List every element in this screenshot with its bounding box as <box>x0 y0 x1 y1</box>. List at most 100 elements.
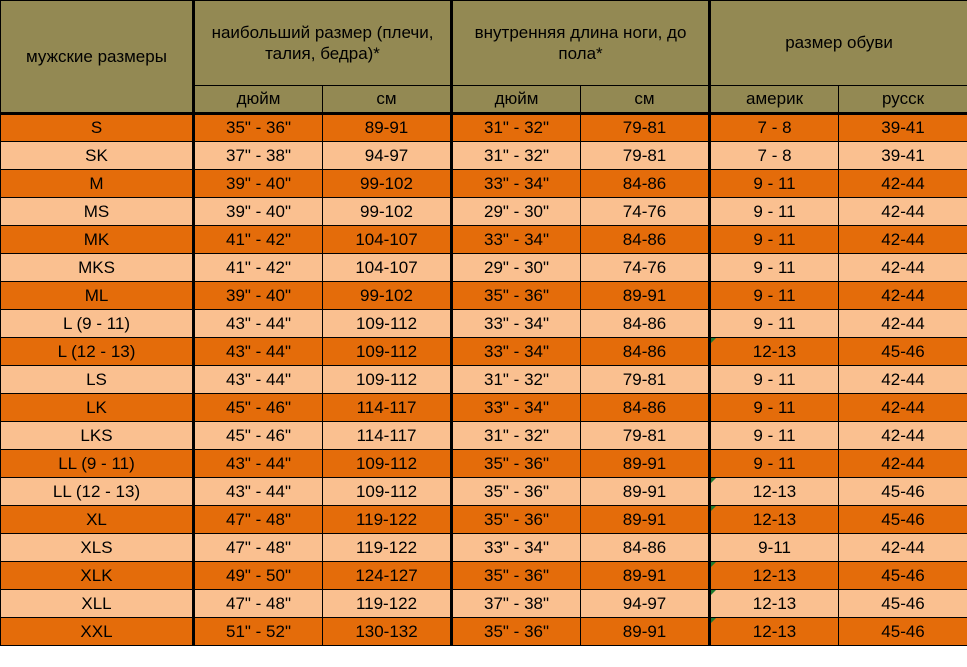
cell-girth-inch: 45" - 46" <box>193 393 323 422</box>
cell-inseam-inch: 33" - 34" <box>451 337 582 366</box>
table-row: MKS 41" - 42" 104-107 29" - 30" 74-76 9 - 11 4… <box>0 253 967 282</box>
cell-size: L (9 - 11) <box>0 309 195 338</box>
cell-girth-cm: 104-107 <box>321 253 454 282</box>
table-row: MK 41" - 42" 104-107 33" - 34" 84-86 9 - 11 42… <box>0 225 967 254</box>
cell-shoe-ru: 39-41 <box>838 113 967 142</box>
cell-inseam-inch: 31" - 32" <box>451 365 582 394</box>
cell-inseam-cm: 89-91 <box>580 477 712 506</box>
cell-inseam-cm: 89-91 <box>580 449 712 478</box>
cell-size: LS <box>0 365 195 394</box>
cell-shoe-ru: 42-44 <box>838 225 967 254</box>
header-girth-cm: см <box>321 85 454 115</box>
cell-shoe-ru: 45-46 <box>838 477 967 506</box>
cell-shoe-ru: 45-46 <box>838 505 967 534</box>
cell-girth-inch: 39" - 40" <box>193 169 323 198</box>
header-inseam: внутренняя длина ноги, до пола* <box>451 0 712 86</box>
table-row: XLS 47" - 48" 119-122 33" - 34" 84-86 9-11 42-… <box>0 533 967 562</box>
table-row: XLK 49" - 50" 124-127 35" - 36" 89-91 12-13 45… <box>0 561 967 590</box>
cell-girth-cm: 119-122 <box>321 533 454 562</box>
cell-inseam-cm: 79-81 <box>580 113 712 142</box>
cell-shoe-us: 9 - 11 <box>709 421 840 450</box>
table-row: LK 45" - 46" 114-117 33" - 34" 84-86 9 - 11 42… <box>0 393 967 422</box>
header-inseam-cm: см <box>580 85 712 115</box>
cell-girth-cm: 109-112 <box>321 449 454 478</box>
table-row: XLL 47" - 48" 119-122 37" - 38" 94-97 12-13 45… <box>0 589 967 618</box>
table-row: ML 39" - 40" 99-102 35" - 36" 89-91 9 - 11 42-… <box>0 281 967 310</box>
cell-inseam-inch: 35" - 36" <box>451 561 582 590</box>
cell-inseam-inch: 35" - 36" <box>451 505 582 534</box>
cell-size: LKS <box>0 421 195 450</box>
cell-shoe-us: 12-13 <box>709 561 840 590</box>
cell-inseam-cm: 84-86 <box>580 309 712 338</box>
cell-girth-cm: 104-107 <box>321 225 454 254</box>
cell-girth-inch: 45" - 46" <box>193 421 323 450</box>
cell-size: LL (12 - 13) <box>0 477 195 506</box>
cell-girth-inch: 43" - 44" <box>193 477 323 506</box>
cell-shoe-ru: 42-44 <box>838 253 967 282</box>
cell-shoe-ru: 42-44 <box>838 393 967 422</box>
cell-girth-inch: 43" - 44" <box>193 449 323 478</box>
cell-shoe-us: 12-13 <box>709 617 840 646</box>
cell-inseam-inch: 31" - 32" <box>451 141 582 170</box>
cell-size: ML <box>0 281 195 310</box>
cell-size: XL <box>0 505 195 534</box>
cell-girth-cm: 114-117 <box>321 421 454 450</box>
cell-inseam-inch: 33" - 34" <box>451 309 582 338</box>
cell-girth-cm: 89-91 <box>321 113 454 142</box>
cell-inseam-cm: 94-97 <box>580 589 712 618</box>
cell-girth-cm: 109-112 <box>321 309 454 338</box>
header-shoe-us: америк <box>709 85 840 115</box>
cell-girth-cm: 114-117 <box>321 393 454 422</box>
cell-inseam-inch: 33" - 34" <box>451 225 582 254</box>
cell-shoe-us: 9 - 11 <box>709 253 840 282</box>
cell-girth-inch: 39" - 40" <box>193 197 323 226</box>
table-body: S 35" - 36" 89-91 31" - 32" 79-81 7 - 8 39-41 S… <box>0 113 967 646</box>
cell-size: LK <box>0 393 195 422</box>
cell-girth-cm: 99-102 <box>321 281 454 310</box>
header-mens-sizes: мужские размеры <box>0 0 195 115</box>
cell-inseam-inch: 35" - 36" <box>451 449 582 478</box>
cell-inseam-inch: 29" - 30" <box>451 197 582 226</box>
table-row: L (12 - 13) 43" - 44" 109-112 33" - 34" 84-8… <box>0 337 967 366</box>
cell-shoe-us: 9 - 11 <box>709 309 840 338</box>
cell-inseam-cm: 79-81 <box>580 141 712 170</box>
cell-girth-cm: 124-127 <box>321 561 454 590</box>
cell-size: XXL <box>0 617 195 646</box>
cell-inseam-cm: 74-76 <box>580 253 712 282</box>
cell-shoe-ru: 45-46 <box>838 337 967 366</box>
cell-girth-inch: 39" - 40" <box>193 281 323 310</box>
size-chart-table: мужские размеры наибольший размер (плечи… <box>0 0 967 646</box>
table-row: M 39" - 40" 99-102 33" - 34" 84-86 9 - 11 42-4… <box>0 169 967 198</box>
cell-size: MKS <box>0 253 195 282</box>
cell-girth-inch: 41" - 42" <box>193 225 323 254</box>
cell-inseam-cm: 84-86 <box>580 533 712 562</box>
cell-shoe-us: 12-13 <box>709 477 840 506</box>
table-row: LKS 45" - 46" 114-117 31" - 32" 79-81 9 - 11 4… <box>0 421 967 450</box>
cell-girth-inch: 47" - 48" <box>193 533 323 562</box>
header-shoe-size: размер обуви <box>709 0 967 86</box>
cell-inseam-inch: 33" - 34" <box>451 533 582 562</box>
cell-inseam-cm: 84-86 <box>580 169 712 198</box>
cell-inseam-inch: 29" - 30" <box>451 253 582 282</box>
table-row: LS 43" - 44" 109-112 31" - 32" 79-81 9 - 11 42… <box>0 365 967 394</box>
cell-shoe-us: 9 - 11 <box>709 393 840 422</box>
cell-inseam-inch: 33" - 34" <box>451 393 582 422</box>
table-row: MS 39" - 40" 99-102 29" - 30" 74-76 9 - 11 42-… <box>0 197 967 226</box>
cell-size: L (12 - 13) <box>0 337 195 366</box>
cell-shoe-ru: 45-46 <box>838 617 967 646</box>
cell-girth-inch: 37" - 38" <box>193 141 323 170</box>
cell-size: LL (9 - 11) <box>0 449 195 478</box>
cell-shoe-us: 9-11 <box>709 533 840 562</box>
cell-shoe-us: 12-13 <box>709 337 840 366</box>
cell-shoe-us: 9 - 11 <box>709 225 840 254</box>
cell-inseam-cm: 89-91 <box>580 281 712 310</box>
cell-girth-inch: 47" - 48" <box>193 589 323 618</box>
cell-inseam-inch: 35" - 36" <box>451 617 582 646</box>
cell-girth-inch: 47" - 48" <box>193 505 323 534</box>
table-row: XL 47" - 48" 119-122 35" - 36" 89-91 12-13 45-… <box>0 505 967 534</box>
cell-size: XLL <box>0 589 195 618</box>
table-row: LL (9 - 11) 43" - 44" 109-112 35" - 36" 89-9… <box>0 449 967 478</box>
cell-shoe-ru: 42-44 <box>838 281 967 310</box>
header-shoe-ru: русск <box>838 85 967 115</box>
cell-shoe-us: 7 - 8 <box>709 113 840 142</box>
